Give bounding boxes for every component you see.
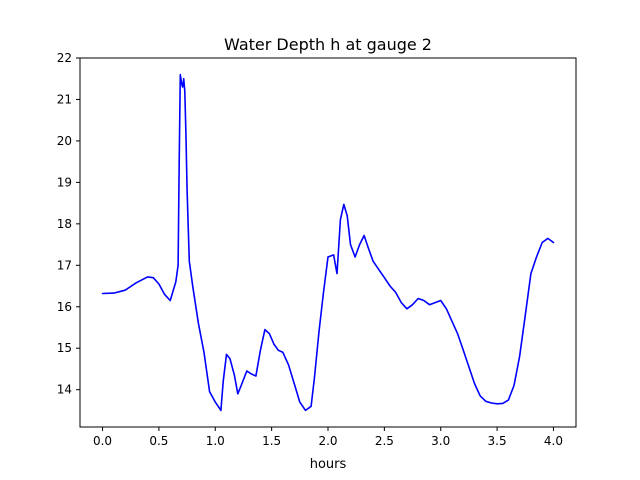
y-tick-label: 16: [57, 300, 72, 314]
y-tick-label: 14: [57, 383, 72, 397]
y-tick-label: 15: [57, 341, 72, 355]
y-tick-label: 22: [57, 51, 72, 65]
plot-area: [101, 73, 555, 412]
x-tick-label: 0.0: [93, 434, 112, 448]
chart-title: Water Depth h at gauge 2: [224, 35, 432, 54]
x-tick-label: 2.0: [318, 434, 337, 448]
x-tick-label: 0.5: [149, 434, 168, 448]
y-tick-label: 21: [57, 92, 72, 106]
y-axis-ticks: 14 15 16 17 18 19 20 21 22: [57, 51, 80, 397]
y-tick-label: 18: [57, 217, 72, 231]
y-tick-label: 17: [57, 258, 72, 272]
x-axis-ticks: 0.0 0.5 1.0 1.5 2.0 2.5 3.0 3.5 4.0: [93, 427, 563, 448]
plot-frame: [79, 57, 577, 428]
x-tick-label: 4.0: [544, 434, 563, 448]
x-tick-label: 3.0: [431, 434, 450, 448]
x-tick-label: 1.0: [206, 434, 225, 448]
series-line-0: [101, 73, 555, 412]
y-tick-label: 19: [57, 175, 72, 189]
y-tick-label: 20: [57, 134, 72, 148]
x-axis-label: hours: [310, 457, 347, 472]
x-tick-label: 1.5: [262, 434, 281, 448]
x-tick-label: 3.5: [488, 434, 507, 448]
x-tick-label: 2.5: [375, 434, 394, 448]
